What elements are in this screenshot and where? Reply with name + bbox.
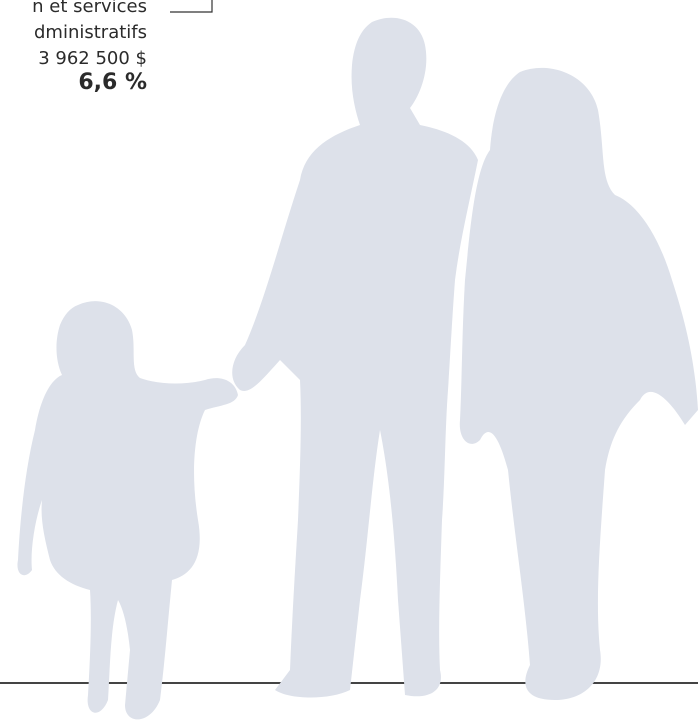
connector-line	[170, 0, 212, 12]
man-silhouette	[232, 18, 478, 698]
illustration	[0, 0, 698, 727]
category-name-line: dministratifs	[34, 22, 147, 44]
child-silhouette	[17, 301, 238, 719]
category-name-line: n et services	[32, 0, 147, 18]
amount: 3 962 500 $	[38, 48, 147, 70]
infographic: n et services dministratifs 3 962 500 $ …	[0, 0, 698, 727]
percent: 6,6 %	[78, 72, 147, 94]
woman-silhouette	[460, 68, 698, 700]
